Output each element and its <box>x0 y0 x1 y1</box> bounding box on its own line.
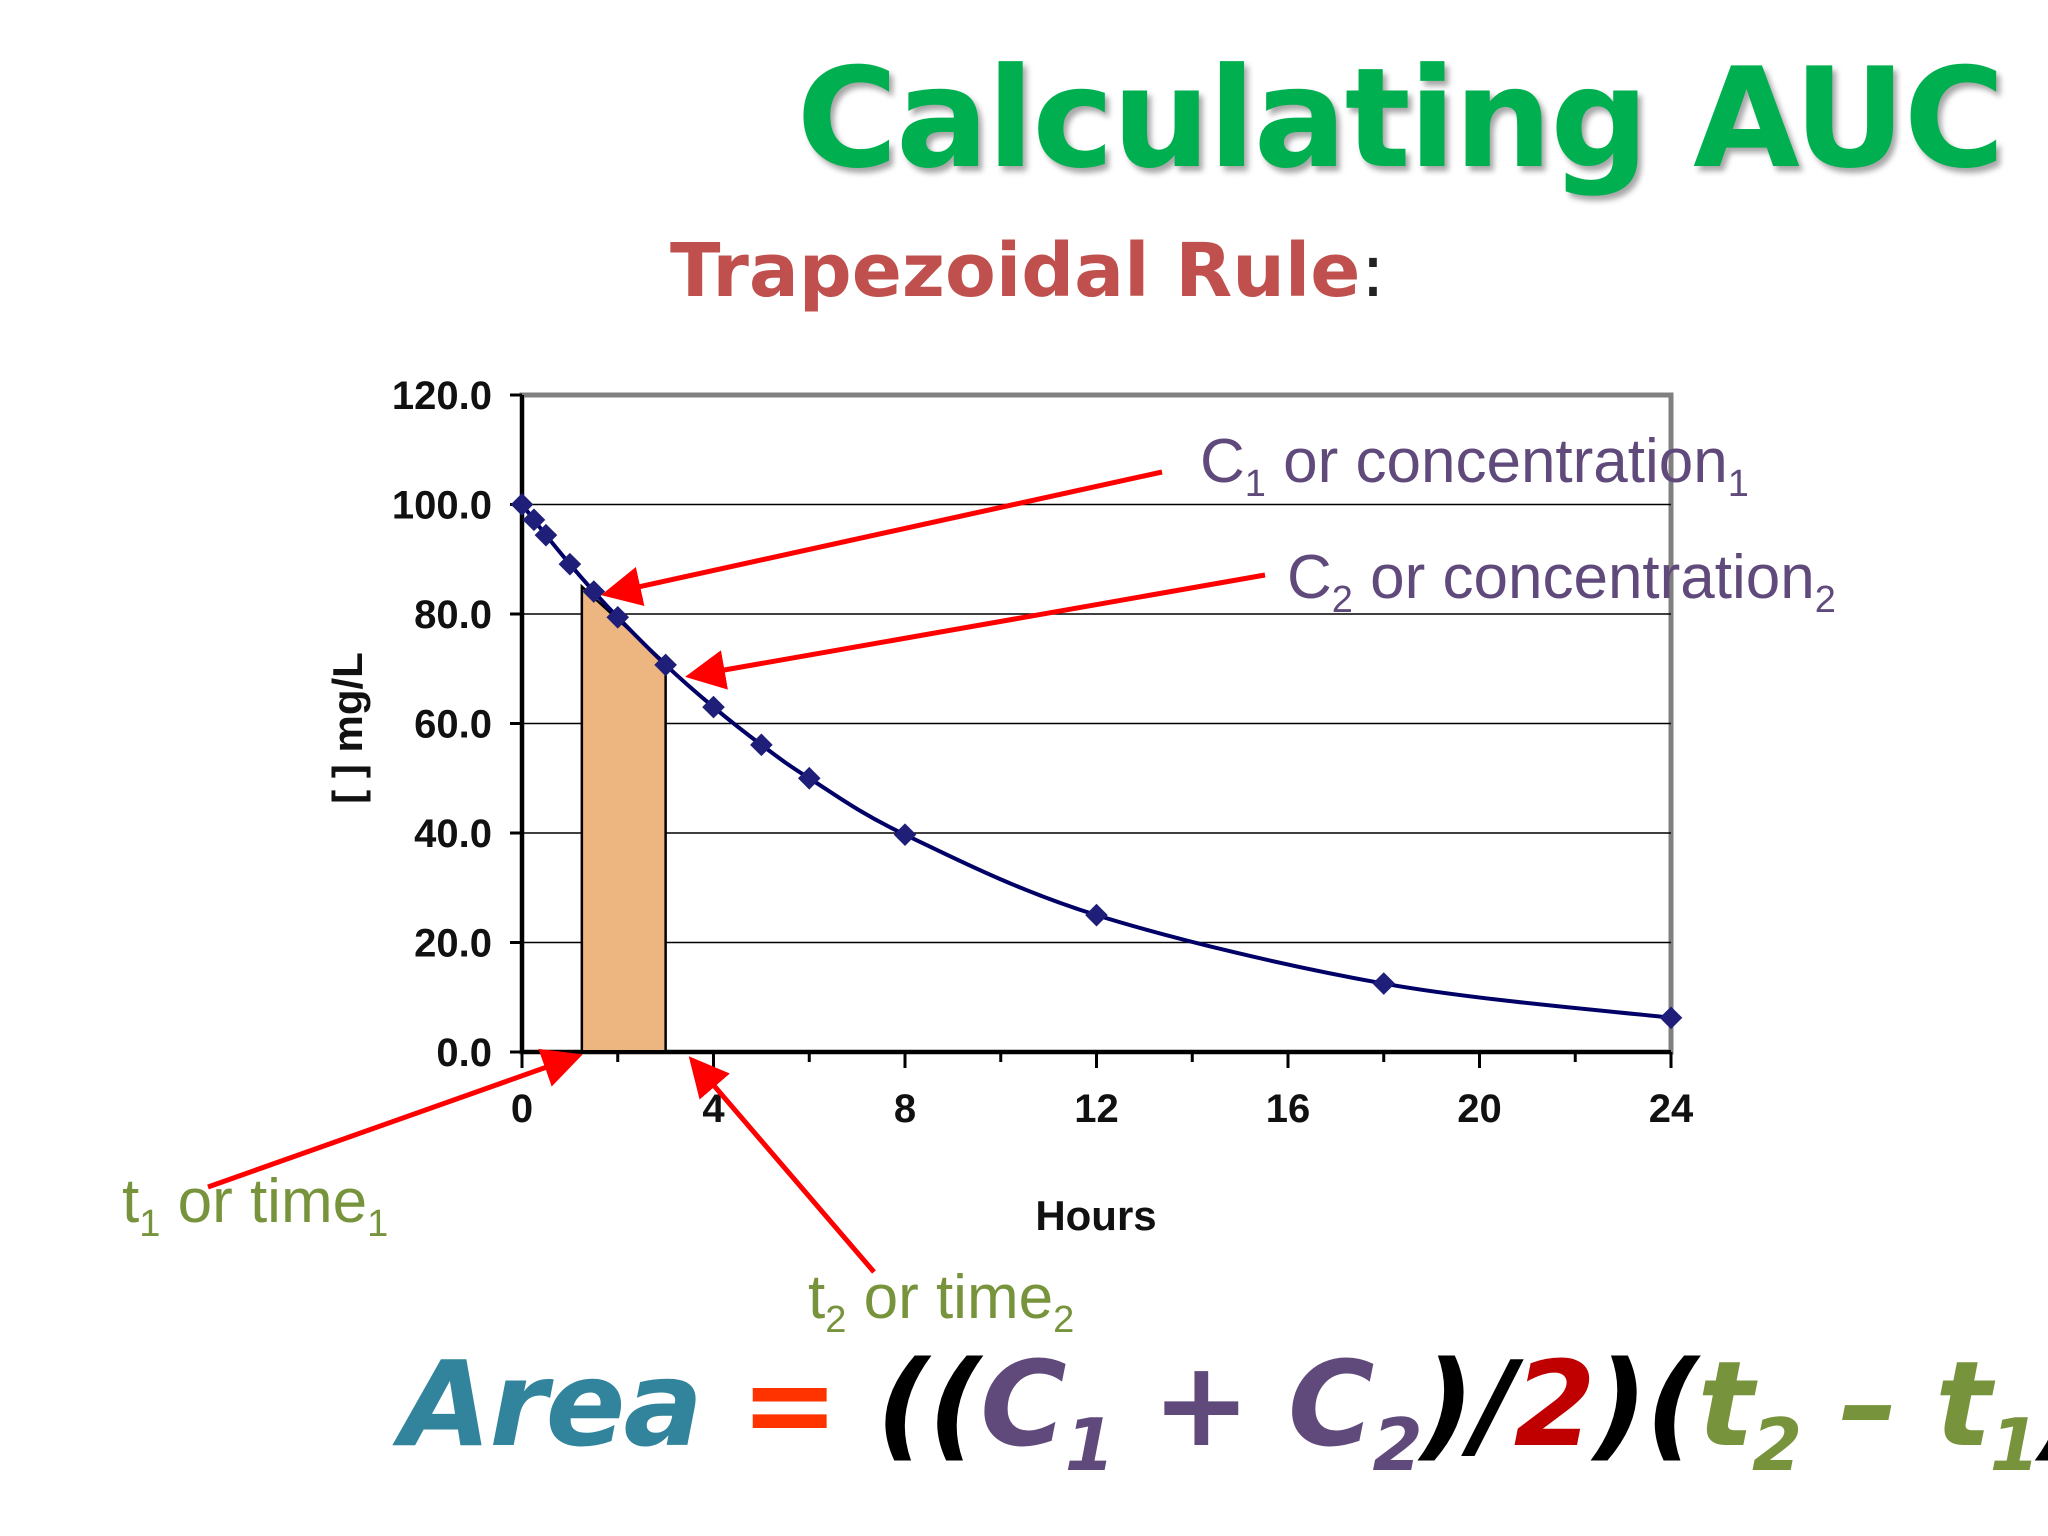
t1-label: t1 or time1 <box>122 1167 388 1245</box>
y-tick-label: 60.0 <box>414 703 492 747</box>
x-tick-label: 0 <box>511 1087 533 1131</box>
subtitle-text: Trapezoidal Rule <box>670 228 1361 314</box>
formula-close: ) <box>2038 1335 2048 1473</box>
formula-close-div: )/ <box>1420 1335 1516 1473</box>
formula-two: 2 <box>1513 1335 1596 1473</box>
formula-area: Area <box>400 1335 703 1473</box>
data-point <box>797 766 821 790</box>
slide-title: Calculating AUC <box>796 38 2005 199</box>
arrow-c2 <box>685 572 1266 690</box>
y-axis-label: [ ] mg/L <box>324 652 371 804</box>
data-point <box>1085 903 1108 927</box>
formula-minus: – <box>1800 1335 1936 1473</box>
y-tick-label: 100.0 <box>392 484 492 528</box>
x-tick-label: 20 <box>1457 1087 1502 1131</box>
data-point <box>534 523 558 547</box>
x-axis-label: Hours <box>1035 1192 1156 1239</box>
annotation-arrows <box>207 469 1266 1274</box>
data-point <box>750 733 773 757</box>
y-tick-label: 0.0 <box>436 1031 492 1075</box>
formula-plus: + <box>1112 1335 1288 1473</box>
y-tick-label: 80.0 <box>414 593 492 637</box>
x-tick-label: 16 <box>1266 1087 1311 1131</box>
arrow-t2 <box>688 1056 876 1274</box>
data-point <box>1659 1006 1683 1030</box>
formula-equals: = <box>701 1335 877 1473</box>
data-point <box>510 493 534 516</box>
y-tick-label: 40.0 <box>414 812 492 856</box>
subtitle-colon: : <box>1360 228 1386 314</box>
formula-open: (( <box>876 1335 982 1473</box>
data-point <box>654 653 677 677</box>
slide-subtitle: Trapezoidal Rule: <box>670 228 1385 314</box>
formula-t1: t <box>1935 1335 1991 1473</box>
c2-label: C2 or concentration2 <box>1287 543 1836 621</box>
grid-lines <box>522 503 1671 944</box>
formula-t2-sub: 2 <box>1752 1403 1802 1488</box>
formula-close-open: )( <box>1593 1335 1700 1473</box>
trapezoid-group <box>580 583 667 1054</box>
auc-formula: Area = ((C1 + C2)/2)(t2 – t1) <box>400 1335 2048 1487</box>
c1-label: C1 or concentration1 <box>1200 427 1749 505</box>
data-point <box>1372 972 1396 995</box>
formula-t2: t <box>1697 1335 1754 1473</box>
formula-t1-sub: 1 <box>1989 1403 2040 1488</box>
x-tick-label: 8 <box>894 1087 916 1131</box>
data-point <box>893 823 917 846</box>
y-tick-label: 20.0 <box>414 922 492 966</box>
formula-c2: C <box>1287 1335 1375 1473</box>
x-tick-label: 24 <box>1649 1087 1694 1131</box>
formula-c2-sub: 2 <box>1372 1403 1422 1488</box>
formula-c1-sub: 1 <box>1064 1403 1115 1488</box>
data-point <box>606 605 630 629</box>
arrow-c1 <box>601 469 1163 607</box>
trapezoid-area <box>580 583 667 1054</box>
formula-c1: C <box>980 1335 1067 1473</box>
t2-label: t2 or time2 <box>808 1263 1074 1341</box>
y-tick-label: 120.0 <box>392 374 492 418</box>
data-point <box>558 552 582 576</box>
data-point <box>702 695 725 719</box>
data-point <box>582 580 606 603</box>
x-tick-label: 12 <box>1074 1087 1119 1131</box>
series-group <box>510 493 1683 1030</box>
arrow-t1 <box>207 1048 583 1190</box>
